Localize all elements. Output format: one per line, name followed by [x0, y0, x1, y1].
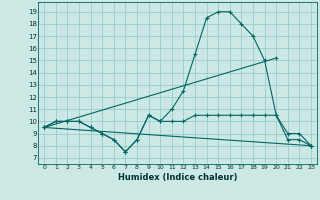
X-axis label: Humidex (Indice chaleur): Humidex (Indice chaleur) [118, 173, 237, 182]
